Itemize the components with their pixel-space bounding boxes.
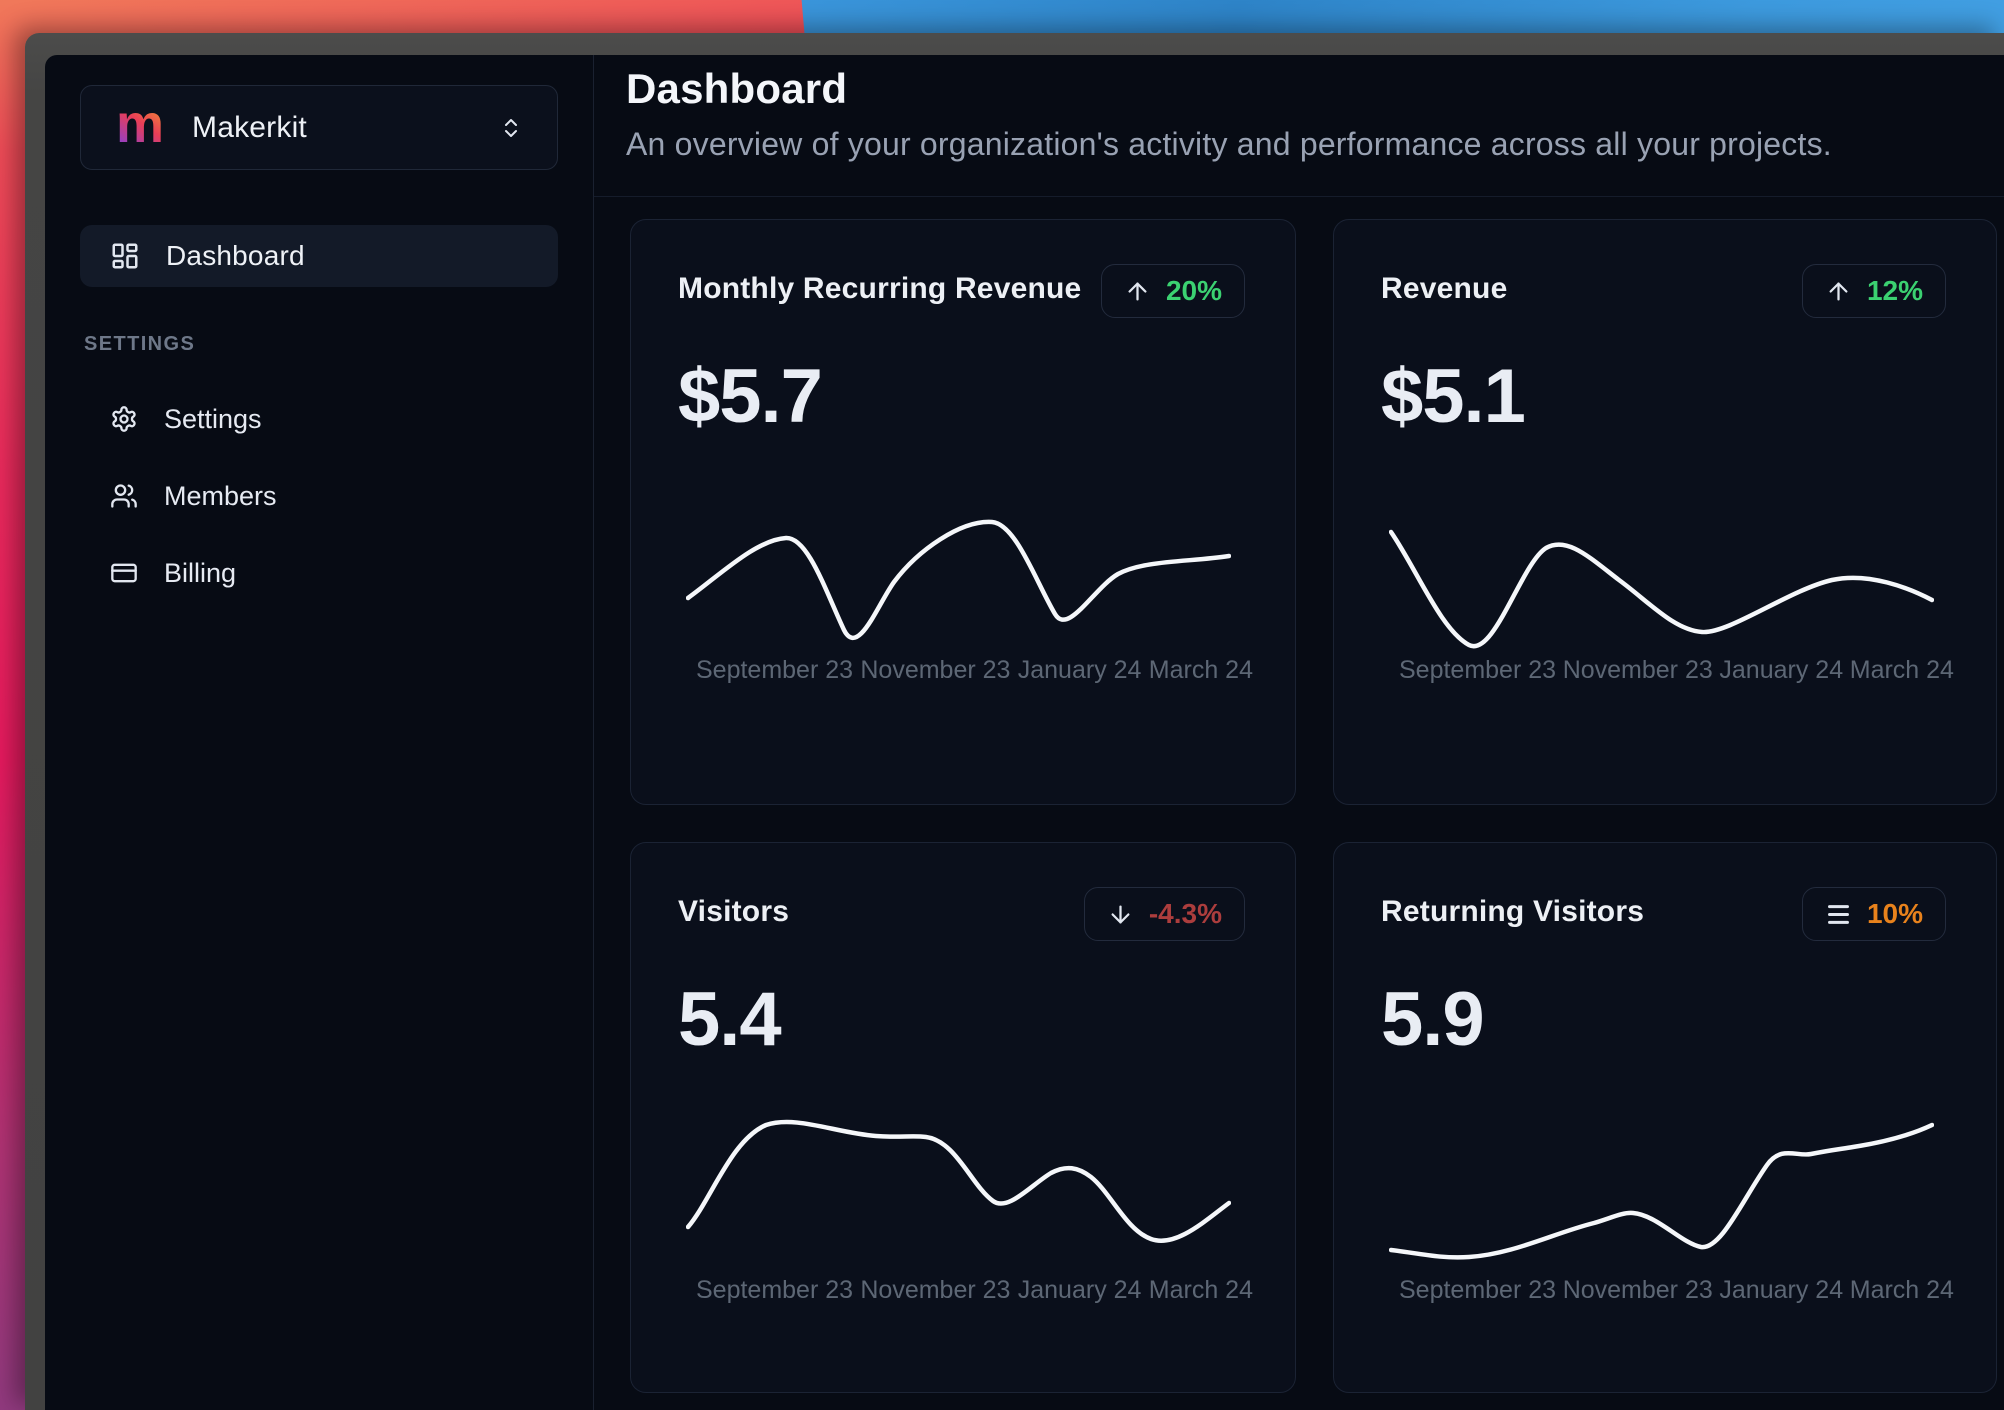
x-axis-tick: March 24 — [1849, 656, 1954, 684]
card-revenue: Revenue 12% $5.1 September 23 November 2… — [1333, 219, 1997, 805]
x-axis-tick: September 23 — [696, 656, 854, 684]
app-content: m Makerkit Dashboard SETTINGS Sett — [45, 55, 2004, 1410]
sidebar-item-members[interactable]: Members — [80, 474, 558, 518]
users-icon — [110, 482, 138, 510]
sparkline-chart — [686, 519, 1231, 641]
x-axis-tick: March 24 — [1849, 1276, 1954, 1304]
arrow-up-icon — [1825, 278, 1852, 305]
card-title: Monthly Recurring Revenue — [678, 272, 1082, 305]
sidebar-item-billing[interactable]: Billing — [80, 551, 558, 595]
arrow-down-icon — [1107, 901, 1134, 928]
sidebar-item-label: Settings — [164, 403, 262, 434]
workspace-name: Makerkit — [192, 110, 307, 144]
equal-lines-icon — [1825, 901, 1852, 928]
metric-value: $5.7 — [678, 354, 823, 439]
x-axis-tick: January 24 — [1017, 1276, 1142, 1304]
sparkline-chart — [1389, 1122, 1934, 1260]
card-returning-visitors: Returning Visitors 10% 5.9 September 23 … — [1333, 842, 1997, 1393]
arrow-up-icon — [1124, 278, 1151, 305]
sidebar-section-heading: SETTINGS — [84, 333, 196, 355]
main-content: Dashboard An overview of your organizati… — [594, 55, 2004, 1410]
x-axis-tick: September 23 — [1399, 656, 1557, 684]
trend-badge-value: 20% — [1165, 275, 1222, 306]
x-axis-tick: November 23 — [860, 1276, 1011, 1304]
card-title: Revenue — [1381, 272, 1508, 305]
x-axis-tick: March 24 — [1148, 656, 1253, 684]
trend-badge-value: 12% — [1866, 275, 1923, 306]
x-axis-tick: January 24 — [1017, 656, 1142, 684]
trend-badge: 12% — [1801, 264, 1946, 318]
page-header: Dashboard An overview of your organizati… — [594, 55, 2004, 197]
trend-badge-value: 10% — [1866, 898, 1923, 929]
card-title: Returning Visitors — [1381, 895, 1645, 928]
sidebar-item-label: Dashboard — [166, 240, 305, 271]
x-axis-labels: September 23 November 23 January 24 Marc… — [696, 656, 1253, 685]
x-axis-tick: November 23 — [1562, 656, 1713, 684]
card-title: Visitors — [678, 895, 790, 928]
makerkit-logo: m — [116, 93, 165, 154]
card-monthly-recurring-revenue: Monthly Recurring Revenue 20% $5.7 Septe… — [630, 219, 1296, 805]
sidebar-item-label: Billing — [164, 557, 237, 588]
trend-badge: 20% — [1100, 264, 1245, 318]
x-axis-tick: November 23 — [860, 656, 1011, 684]
trend-badge-value: -4.3% — [1148, 898, 1222, 929]
x-axis-tick: September 23 — [696, 1276, 854, 1304]
sidebar: m Makerkit Dashboard SETTINGS Sett — [45, 55, 594, 1410]
gear-icon — [110, 405, 138, 433]
sidebar-item-settings[interactable]: Settings — [80, 397, 558, 441]
x-axis-tick: September 23 — [1399, 1276, 1557, 1304]
credit-card-icon — [110, 559, 138, 587]
layout-dashboard-icon — [110, 241, 140, 271]
x-axis-labels: September 23 November 23 January 24 Marc… — [1399, 656, 1954, 685]
card-visitors: Visitors -4.3% 5.4 September 23 November… — [630, 842, 1296, 1393]
trend-badge: -4.3% — [1083, 887, 1245, 941]
page-title: Dashboard — [626, 65, 848, 112]
sidebar-settings-list: Settings Members Billing — [80, 397, 558, 595]
metric-value: 5.9 — [1381, 977, 1485, 1062]
trend-badge: 10% — [1801, 887, 1946, 941]
x-axis-tick: November 23 — [1562, 1276, 1713, 1304]
x-axis-tick: March 24 — [1148, 1276, 1253, 1304]
sidebar-item-label: Members — [164, 480, 277, 511]
x-axis-labels: September 23 November 23 January 24 Marc… — [696, 1276, 1253, 1305]
x-axis-labels: September 23 November 23 January 24 Marc… — [1399, 1276, 1954, 1305]
metric-value: 5.4 — [678, 977, 782, 1062]
sparkline-chart — [686, 1119, 1231, 1243]
sparkline-chart — [1389, 529, 1934, 649]
chevrons-up-down-icon — [499, 116, 523, 140]
x-axis-tick: January 24 — [1719, 1276, 1844, 1304]
x-axis-tick: January 24 — [1719, 656, 1844, 684]
page-subtitle: An overview of your organization's activ… — [626, 126, 1832, 162]
stats-grid: Monthly Recurring Revenue 20% $5.7 Septe… — [630, 219, 1997, 1393]
metric-value: $5.1 — [1381, 354, 1526, 439]
app-window-frame: m Makerkit Dashboard SETTINGS Sett — [25, 33, 2004, 1410]
sidebar-item-dashboard[interactable]: Dashboard — [80, 225, 558, 287]
workspace-selector[interactable]: m Makerkit — [80, 85, 558, 170]
